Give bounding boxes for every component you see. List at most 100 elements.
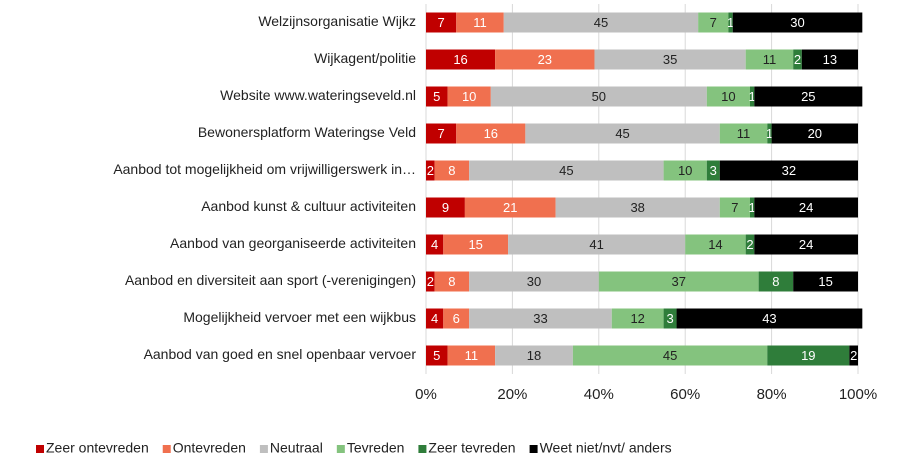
data-label: 1 [727, 15, 734, 30]
data-label: 7 [438, 126, 445, 141]
bar-segment [469, 160, 664, 181]
legend-swatch [336, 445, 345, 453]
data-label: 8 [772, 274, 779, 289]
bar-segment [698, 12, 729, 33]
y-tick-label: Aanbod kunst & cultuur activiteiten [201, 198, 416, 214]
y-tick-label: Aanbod tot mogelijkheid om vrijwilligers… [113, 161, 416, 177]
bar-segment [771, 123, 858, 144]
bar-segment [754, 86, 863, 107]
bar-segment [495, 49, 595, 70]
y-tick-label: Mogelijkheid vervoer met een wijkbus [183, 309, 416, 325]
data-label: 4 [431, 237, 438, 252]
bar-segment [719, 160, 858, 181]
data-label: 30 [790, 15, 804, 30]
bar-segment [754, 234, 858, 255]
bar-segment [793, 49, 802, 70]
legend-label: Zeer ontevreden [46, 440, 149, 456]
data-label: 6 [453, 311, 460, 326]
data-label: 3 [710, 163, 717, 178]
bar-segment [767, 345, 850, 366]
bar-segment [676, 308, 863, 329]
x-tick-label: 60% [670, 386, 700, 403]
bar-segment [456, 12, 504, 33]
data-label: 33 [533, 311, 547, 326]
data-label: 1 [749, 200, 756, 215]
data-label: 43 [762, 311, 776, 326]
data-label: 35 [663, 52, 677, 67]
bar-segment [706, 160, 720, 181]
bar-segment [745, 49, 794, 70]
bar-segment [706, 86, 750, 107]
data-label: 7 [731, 200, 738, 215]
bar-segment [456, 123, 526, 144]
bar-segment [598, 271, 759, 292]
bar-segment [758, 271, 794, 292]
bar-segment [434, 271, 470, 292]
bar-segment [745, 234, 755, 255]
bar-segment [469, 271, 599, 292]
x-tick-label: 80% [757, 386, 787, 403]
data-label: 8 [448, 163, 455, 178]
data-label: 1 [749, 89, 756, 104]
data-label: 50 [592, 89, 606, 104]
legend-label: Weet niet/nvt/ anders [540, 440, 672, 456]
bar-segment [495, 345, 573, 366]
bar-segment [728, 12, 733, 33]
bar-segment [767, 123, 772, 144]
bar-segment [443, 234, 509, 255]
data-label: 13 [823, 52, 837, 67]
data-label: 30 [527, 274, 541, 289]
y-tick-label: Aanbod van georganiseerde activiteiten [170, 235, 416, 251]
data-label: 1 [766, 126, 773, 141]
data-label: 41 [589, 237, 603, 252]
bar-segment [719, 197, 750, 218]
data-label: 9 [442, 200, 449, 215]
data-label: 11 [473, 15, 487, 30]
data-label: 10 [721, 89, 735, 104]
data-label: 45 [559, 163, 573, 178]
data-label: 45 [615, 126, 629, 141]
data-label: 11 [737, 126, 751, 141]
data-label: 45 [663, 348, 677, 363]
bar-segment [754, 197, 858, 218]
bar-segment [426, 345, 448, 366]
x-tick-label: 20% [497, 386, 527, 403]
data-label: 5 [433, 89, 440, 104]
y-tick-label: Wijkagent/politie [314, 50, 416, 66]
bar-segment [750, 86, 755, 107]
bar-segment [464, 197, 556, 218]
data-label: 45 [594, 15, 608, 30]
legend-label: Tevreden [347, 440, 405, 456]
data-label: 11 [763, 52, 777, 67]
data-label: 4 [431, 311, 438, 326]
legend-label: Zeer tevreden [428, 440, 515, 456]
bar-segment [490, 86, 707, 107]
bar-segment [572, 345, 768, 366]
bar-segment [426, 271, 435, 292]
data-label: 12 [630, 311, 644, 326]
bar-segment [426, 49, 496, 70]
bar-segment [663, 160, 707, 181]
bar-segment [447, 345, 496, 366]
data-label: 5 [433, 348, 440, 363]
data-label: 32 [782, 163, 796, 178]
data-label: 14 [708, 237, 722, 252]
bar-segment [801, 49, 858, 70]
data-label: 21 [503, 200, 517, 215]
legend-swatch [529, 445, 538, 453]
y-tick-label: Website www.wateringseveld.nl [220, 87, 416, 103]
data-label: 10 [462, 89, 476, 104]
bar-segment [503, 12, 699, 33]
y-tick-label: Welzijnsorganisatie Wijkz [258, 13, 416, 29]
bar-segment [426, 12, 457, 33]
data-label: 24 [799, 200, 813, 215]
legend-swatch [162, 445, 171, 453]
data-label: 7 [710, 15, 717, 30]
bar-segment [426, 86, 448, 107]
legend-label: Neutraal [270, 440, 323, 456]
data-label: 24 [799, 237, 813, 252]
data-label: 2 [794, 52, 801, 67]
data-label: 15 [468, 237, 482, 252]
